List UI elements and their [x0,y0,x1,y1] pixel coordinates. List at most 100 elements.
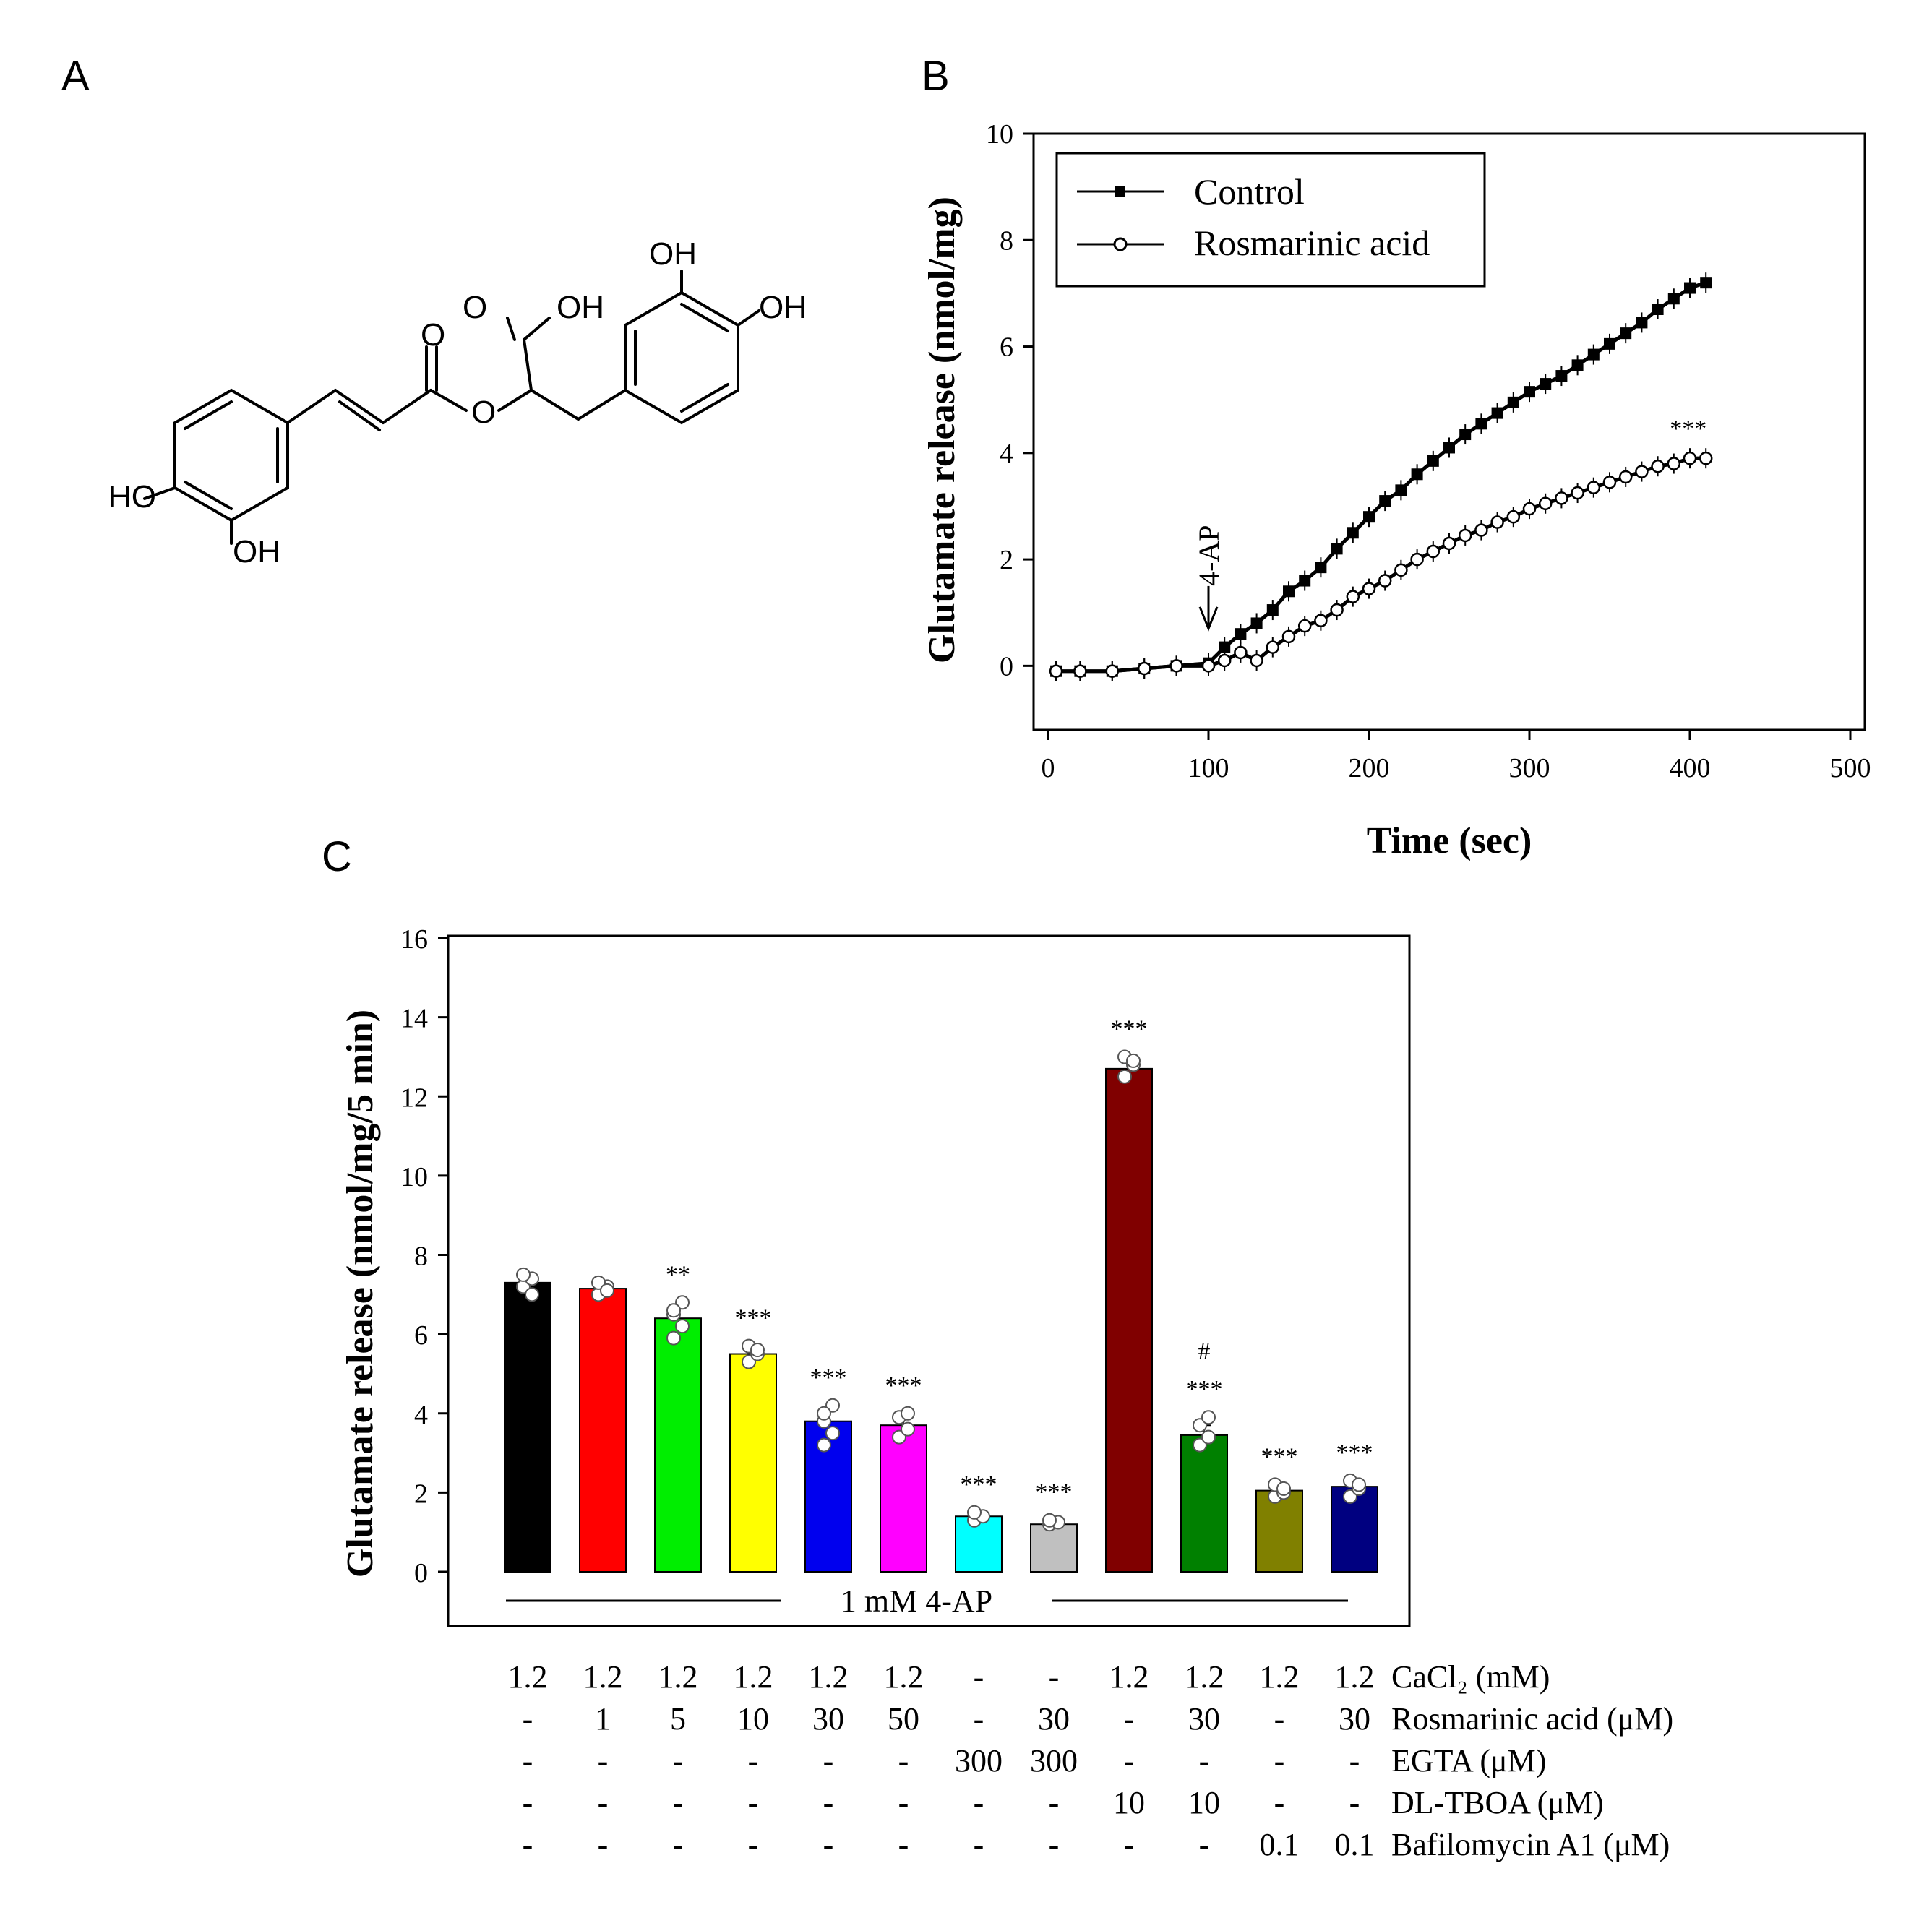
data-point [1667,457,1681,470]
bar [1105,1067,1153,1573]
table-cell: - [1199,1743,1210,1778]
table-cell: - [598,1785,609,1820]
legend-marker-rosmarinic-acid [1113,237,1128,251]
table-row-label: EGTA (μM) [1391,1743,1546,1778]
data-point [1281,629,1296,644]
ester-o-bond-2 [497,389,533,412]
bar-significance: *** [1111,1015,1148,1042]
bar-data-point [516,1267,531,1282]
bar-data-point [666,1330,681,1346]
chart-c-y-tick-label: 8 [414,1242,428,1272]
chart-b-y-tick-label: 0 [1000,651,1013,681]
data-point [1571,359,1584,371]
table-cell: - [974,1659,984,1695]
bar-significance: *** [885,1372,922,1399]
table-cell: - [598,1743,609,1778]
ch2-bond-2 [577,389,627,421]
table-cell: - [1199,1827,1210,1862]
data-point [1604,337,1615,350]
4ap-label: 4-AP [1193,525,1225,585]
chart-b-xlabel: Time (sec) [1367,820,1532,861]
chart-c-ticks: 0 2 4 6 8 10 12 14 16 [400,924,448,1588]
data-point [1217,653,1232,668]
data-point [1314,614,1328,628]
data-point [1266,640,1280,654]
chart-b-series-control [1050,272,1712,681]
data-point [1395,484,1407,496]
ho-bond-left [143,486,176,500]
data-point [1507,396,1519,408]
data-point [1618,470,1633,484]
data-point [1362,582,1376,595]
bar-significance: *** [1336,1440,1373,1466]
chart-b-4ap-annotation: 4-AP [1193,525,1225,632]
data-point [1363,511,1375,523]
rosmarinic-acid-structure: OH O OH OH O O HO OH [108,236,807,569]
bar-data-point [1201,1410,1216,1425]
legend-marker-control [1115,186,1125,197]
table-cell: - [748,1827,759,1862]
bar [579,1288,627,1573]
chem-label-ester-carbonyl-o: O [421,317,445,353]
right-ring-double-bond-2 [680,303,729,332]
table-cell: - [1349,1743,1360,1778]
data-point [1379,495,1391,507]
chart-b-x-tick-label: 300 [1509,753,1550,783]
table-row-label: Rosmarinic acid (μM) [1391,1701,1673,1737]
chem-label-acid-o: O [463,290,487,325]
data-point [1234,645,1248,660]
chart-b-y-tick-label: 4 [1000,439,1013,469]
table-cell: - [898,1785,909,1820]
table-cell: 1.2 [508,1659,548,1695]
data-point [1555,491,1568,505]
table-cell: - [1124,1743,1135,1778]
bar-significance: *** [810,1364,847,1391]
table-cell: - [974,1701,984,1737]
data-point [1635,465,1649,478]
data-point [1684,282,1696,294]
table-cell: - [523,1785,533,1820]
chart-b-x-tick-label: 500 [1830,753,1871,783]
right-benzene-ring [624,291,739,425]
chart-b-y-tick-label: 6 [1000,332,1013,363]
table-row-label: CaCl₂ (mM) [1391,1659,1550,1695]
table-cell: - [898,1827,909,1862]
chart-b-plot-frame [1032,132,1866,731]
data-point [1475,418,1487,430]
left-ring-double-bond-1 [184,400,233,430]
chart-b-y-tick-label: 10 [986,119,1013,150]
data-point [1394,563,1408,577]
panel-label-a: A [61,53,90,100]
data-point [1137,661,1151,676]
table-cell: 1 [595,1701,611,1737]
data-point [1652,304,1664,315]
data-point [1651,459,1665,473]
chart-c-y-tick-label: 10 [400,1162,428,1192]
table-cell: 50 [888,1701,919,1737]
data-point [1620,327,1632,340]
table-cell: 5 [670,1701,686,1737]
data-point [1459,429,1472,441]
table-cell: - [748,1743,759,1778]
4ap-arrow-head [1198,606,1219,632]
chem-label-ho-left: HO [108,479,156,515]
panel-label-b: B [922,53,950,100]
chem-label-oh-right: OH [759,290,807,325]
bar [729,1353,777,1573]
bar-significance: *** [961,1471,997,1498]
data-point [1378,574,1392,588]
table-cell: 300 [955,1743,1003,1778]
table-cell: 1.2 [884,1659,924,1695]
table-cell: - [974,1785,984,1820]
chart-c-plot-frame [447,934,1411,1627]
data-point [1283,585,1295,598]
data-point [1443,442,1455,454]
table-cell: - [1274,1743,1285,1778]
legend-label-rosmarinic-acid: Rosmarinic acid [1194,223,1430,263]
table-cell: 10 [1188,1785,1220,1820]
ester-o-bond-1 [429,389,468,412]
bar-significance-hash: # [1198,1338,1211,1365]
table-cell: - [673,1743,684,1778]
chart-b-y-tick-label: 8 [1000,225,1013,256]
chart-c-y-tick-label: 4 [414,1400,428,1430]
